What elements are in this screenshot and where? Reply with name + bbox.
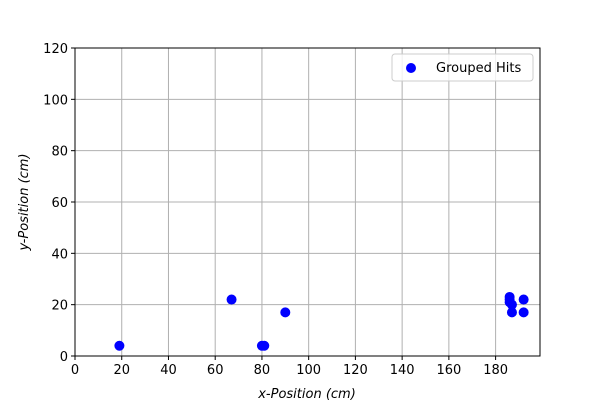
- x-tick-label: 80: [254, 363, 271, 378]
- y-axis-label: y-Position (cm): [17, 153, 32, 251]
- legend-label: Grouped Hits: [436, 61, 521, 76]
- grid-lines: [74, 47, 540, 357]
- x-tick-label: 40: [160, 363, 177, 378]
- data-point: [259, 340, 270, 351]
- data-point: [226, 294, 237, 305]
- data-point: [518, 307, 529, 318]
- y-tick-label: 120: [43, 42, 68, 57]
- x-tick-label: 140: [390, 363, 415, 378]
- x-axis-label: x-Position (cm): [257, 387, 356, 400]
- plot-area-frame: [74, 47, 541, 357]
- x-tick-label: 100: [296, 363, 321, 378]
- x-tick-label: 60: [207, 363, 224, 378]
- x-axis-ticks: 0 20 40 60 80 100 120 140 160 180: [71, 356, 508, 378]
- data-point: [280, 307, 291, 318]
- legend: Grouped Hits: [391, 53, 534, 82]
- y-tick-label: 80: [51, 145, 68, 160]
- legend-box: [391, 53, 534, 82]
- x-tick-label: 20: [113, 363, 130, 378]
- y-axis-ticks: 0 20 40 60 80 100 120: [43, 42, 75, 365]
- x-tick-label: 0: [71, 363, 79, 378]
- y-tick-label: 100: [43, 93, 68, 108]
- y-tick-label: 40: [51, 247, 68, 262]
- x-tick-label: 120: [343, 363, 368, 378]
- data-point: [114, 340, 125, 351]
- y-tick-label: 60: [51, 196, 68, 211]
- x-tick-label: 180: [483, 363, 508, 378]
- y-tick-label: 0: [60, 350, 68, 365]
- data-point: [506, 307, 517, 318]
- data-point: [506, 299, 517, 310]
- y-tick-label: 20: [51, 299, 68, 314]
- legend-marker: [406, 63, 416, 73]
- x-tick-label: 160: [436, 363, 461, 378]
- data-point: [518, 294, 529, 305]
- data-points: [114, 291, 529, 351]
